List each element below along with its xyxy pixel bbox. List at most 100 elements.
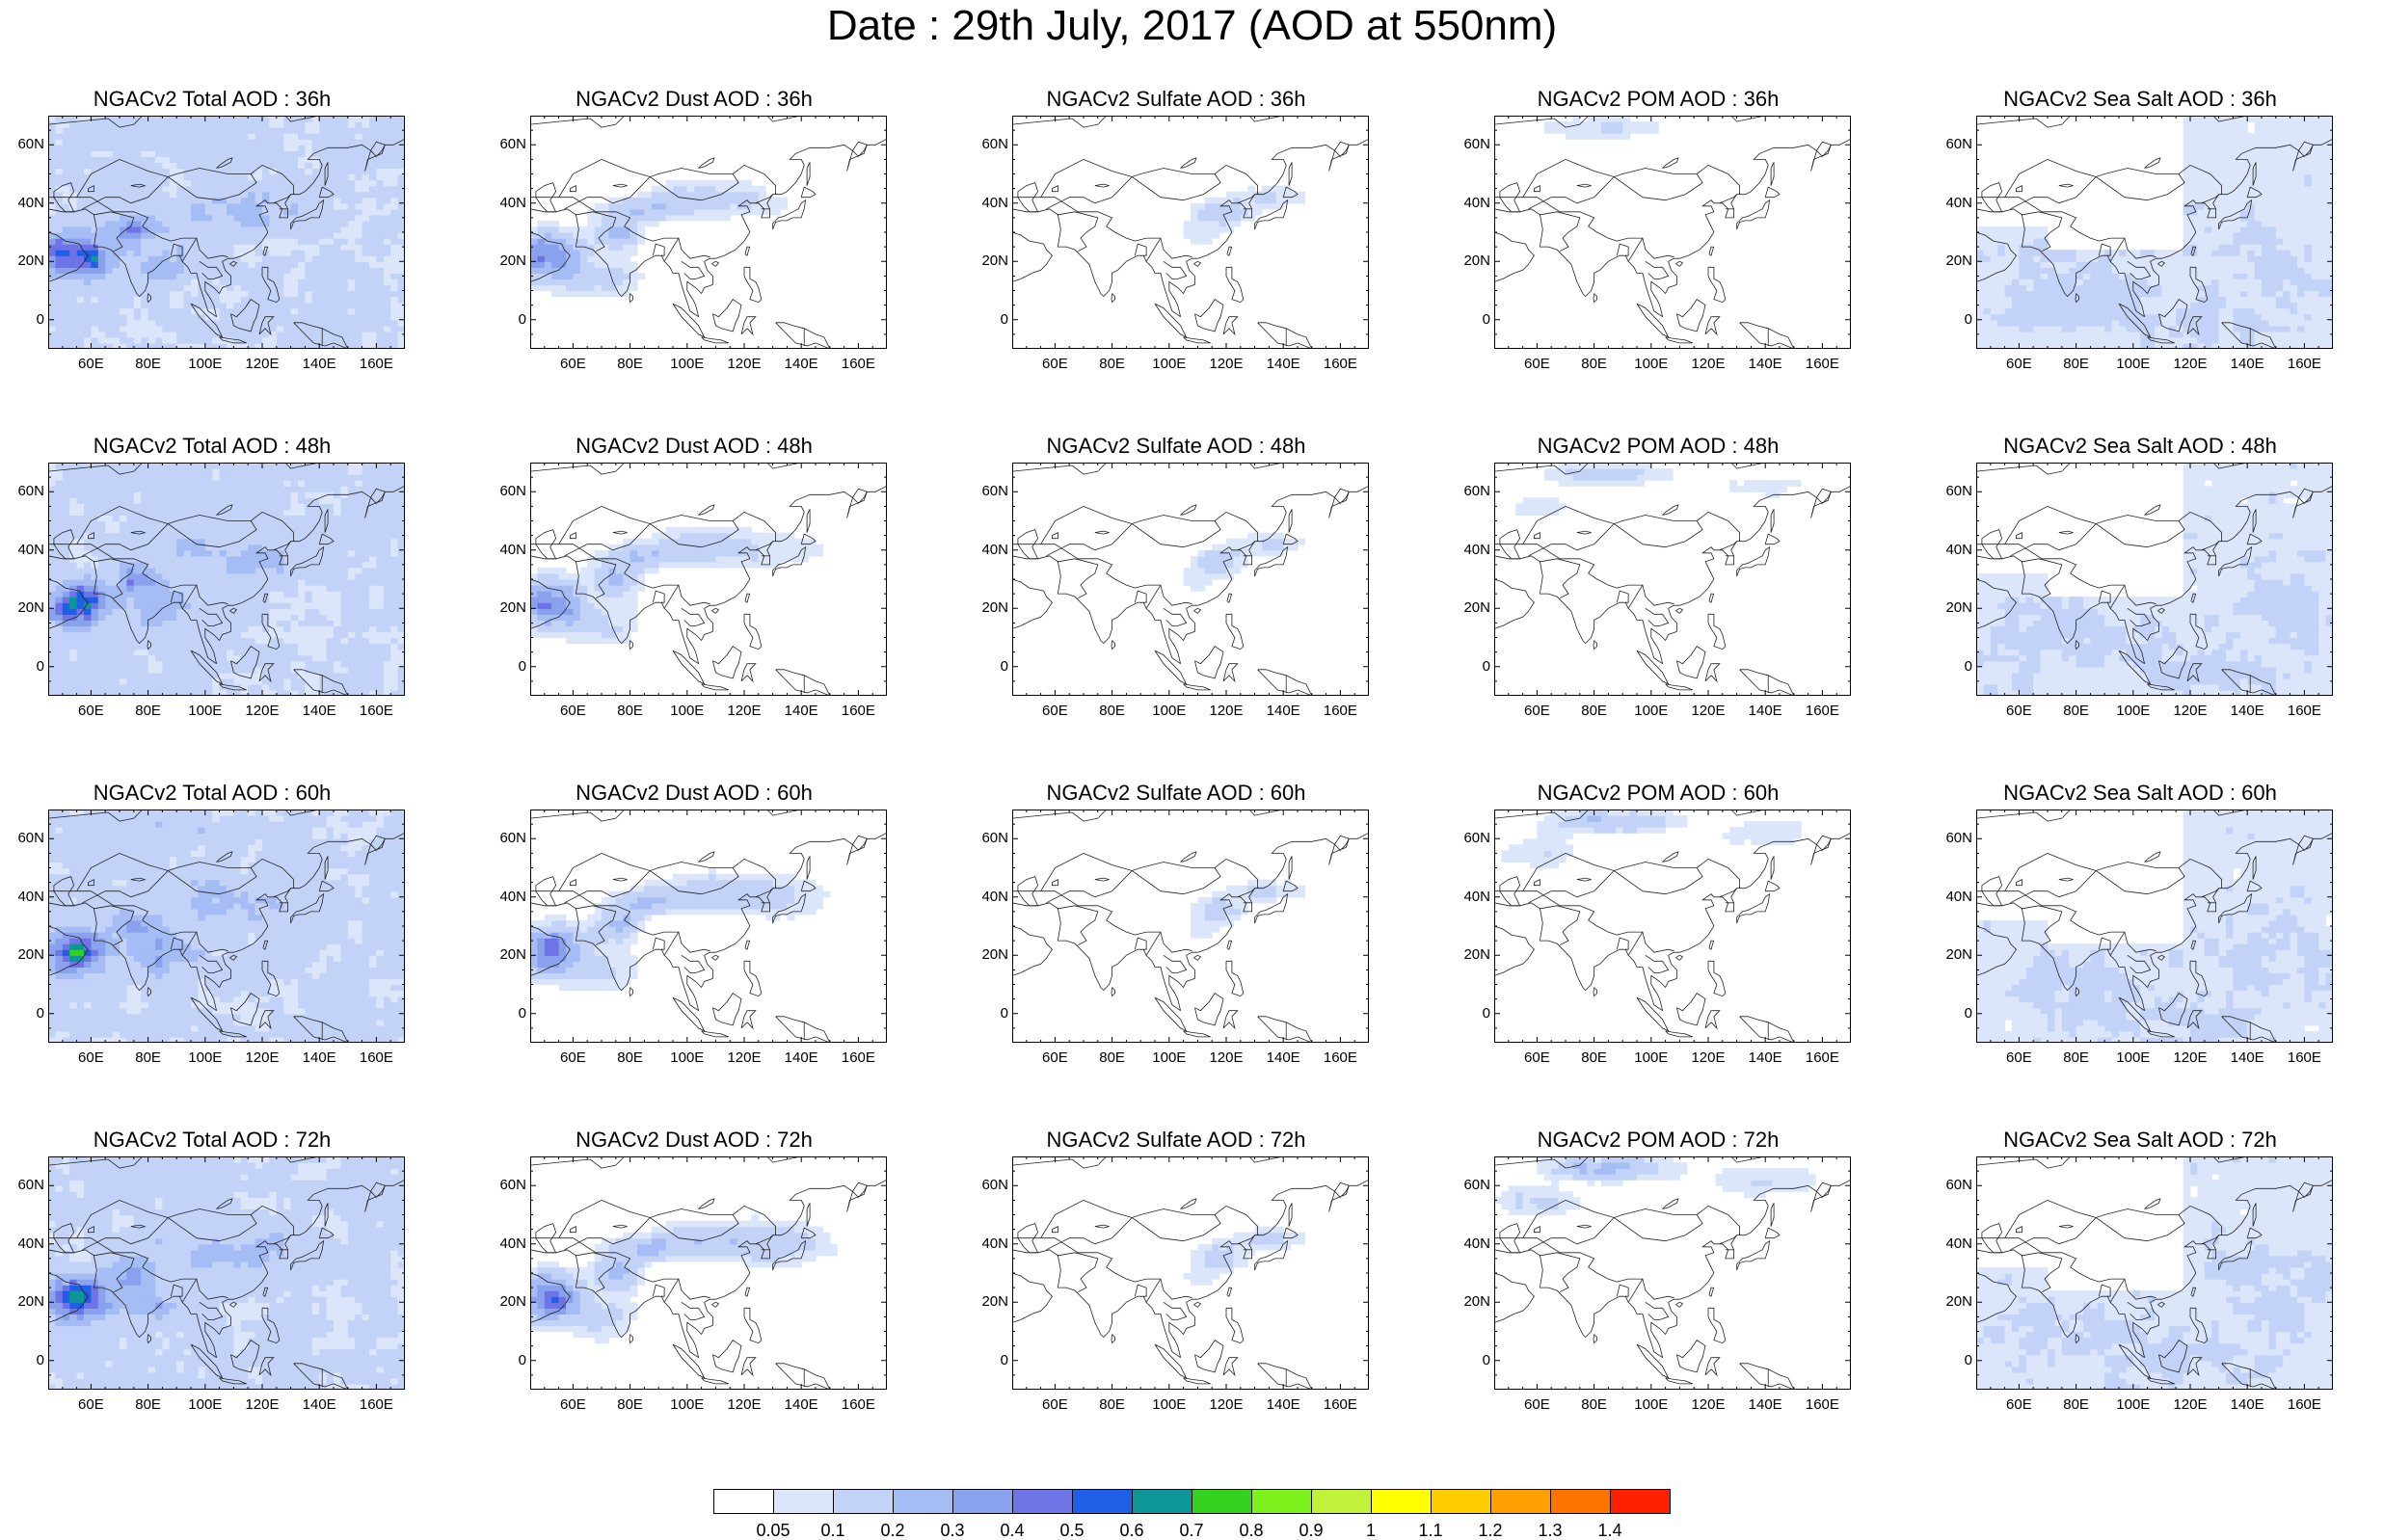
aod-cell — [2297, 250, 2305, 256]
aod-cell — [602, 273, 609, 279]
aod-cell — [340, 297, 348, 304]
aod-cell — [2304, 215, 2312, 222]
x-tick-label: 100E — [1145, 357, 1193, 372]
aod-cell — [205, 156, 213, 163]
aod-cell — [205, 284, 213, 291]
aod-cell — [2190, 139, 2198, 146]
aod-cell — [2262, 238, 2269, 245]
aod-cell — [148, 297, 156, 304]
aod-map — [530, 116, 887, 349]
aod-cell — [241, 203, 249, 210]
aod-cell — [2183, 156, 2191, 163]
coastline-line — [1194, 300, 1223, 332]
aod-cell — [1651, 127, 1659, 134]
aod-cell — [730, 198, 737, 204]
aod-cell — [2012, 273, 2020, 279]
aod-cell — [384, 250, 391, 256]
aod-cell — [176, 232, 184, 239]
aod-cell — [2048, 291, 2055, 298]
aod-cell — [220, 238, 228, 245]
aod-cell — [2126, 273, 2133, 279]
aod-cell — [384, 320, 391, 327]
aod-cell — [537, 226, 545, 233]
aod-cell — [2090, 284, 2098, 291]
coastline-line — [801, 187, 816, 198]
aod-cell — [2262, 156, 2269, 163]
aod-cell — [348, 203, 356, 210]
aod-cell — [355, 162, 362, 169]
aod-cell — [587, 261, 595, 268]
aod-cell — [84, 314, 92, 321]
aod-cell — [233, 267, 241, 274]
aod-cell — [2276, 238, 2284, 245]
aod-cell — [134, 150, 142, 157]
aod-cell — [694, 186, 702, 193]
aod-cell — [91, 226, 98, 233]
aod-cell — [98, 261, 106, 268]
aod-cell — [2119, 314, 2127, 321]
aod-cell — [126, 673, 134, 679]
aod-cell — [2219, 303, 2227, 309]
aod-cell — [348, 655, 356, 662]
aod-cell — [155, 332, 163, 338]
aod-cell — [2219, 267, 2227, 274]
aod-cell — [2304, 326, 2312, 332]
aod-cell — [398, 145, 405, 151]
aod-cell — [205, 684, 213, 691]
aod-cell — [126, 261, 134, 268]
aod-cell — [170, 273, 177, 279]
aod-cell — [2255, 255, 2263, 262]
aod-cell — [134, 314, 142, 321]
aod-cell — [298, 279, 306, 285]
aod-cell — [319, 145, 327, 151]
aod-cell — [2005, 284, 2013, 291]
x-tick-label: 100E — [2109, 357, 2157, 372]
aod-cell — [369, 644, 377, 651]
aod-cell — [369, 655, 377, 662]
aod-cell — [390, 186, 398, 193]
aod-cell — [291, 273, 299, 279]
aod-cell — [141, 133, 148, 140]
aod-cell — [113, 326, 121, 332]
aod-cell — [48, 337, 56, 344]
aod-cell — [348, 244, 356, 251]
aod-cell — [241, 198, 249, 204]
aod-cell — [191, 156, 199, 163]
coastline-line — [2145, 158, 2160, 169]
aod-cell — [2312, 169, 2319, 175]
aod-cell — [2297, 320, 2305, 327]
aod-cell — [198, 673, 205, 679]
aod-cell — [291, 661, 299, 668]
aod-cell — [2233, 198, 2240, 204]
aod-cell — [2197, 209, 2205, 216]
aod-cell — [2148, 284, 2156, 291]
aod-cell — [63, 186, 70, 193]
aod-cell — [233, 650, 241, 656]
aod-cell — [1241, 192, 1248, 199]
aod-cell — [84, 320, 92, 327]
aod-cell — [98, 226, 106, 233]
aod-cell — [2148, 320, 2156, 327]
aod-cell — [291, 314, 299, 321]
aod-cell — [715, 215, 723, 222]
aod-cell — [2083, 291, 2091, 298]
aod-cell — [162, 337, 170, 344]
aod-cell — [390, 279, 398, 285]
aod-cell — [141, 273, 148, 279]
aod-cell — [2083, 337, 2091, 344]
aod-cell — [319, 261, 327, 268]
aod-cell — [658, 215, 666, 222]
aod-cell — [369, 238, 377, 245]
aod-cell — [551, 273, 559, 279]
aod-cell — [2290, 180, 2298, 187]
aod-cell — [1205, 203, 1213, 210]
aod-cell — [191, 127, 199, 134]
aod-cell — [608, 291, 616, 298]
aod-cell — [105, 221, 113, 227]
aod-cell — [630, 221, 638, 227]
aod-cell — [148, 655, 156, 662]
aod-cell — [551, 221, 559, 227]
aod-cell — [2297, 238, 2305, 245]
aod-cell — [355, 332, 362, 338]
aod-cell — [1983, 332, 1991, 338]
